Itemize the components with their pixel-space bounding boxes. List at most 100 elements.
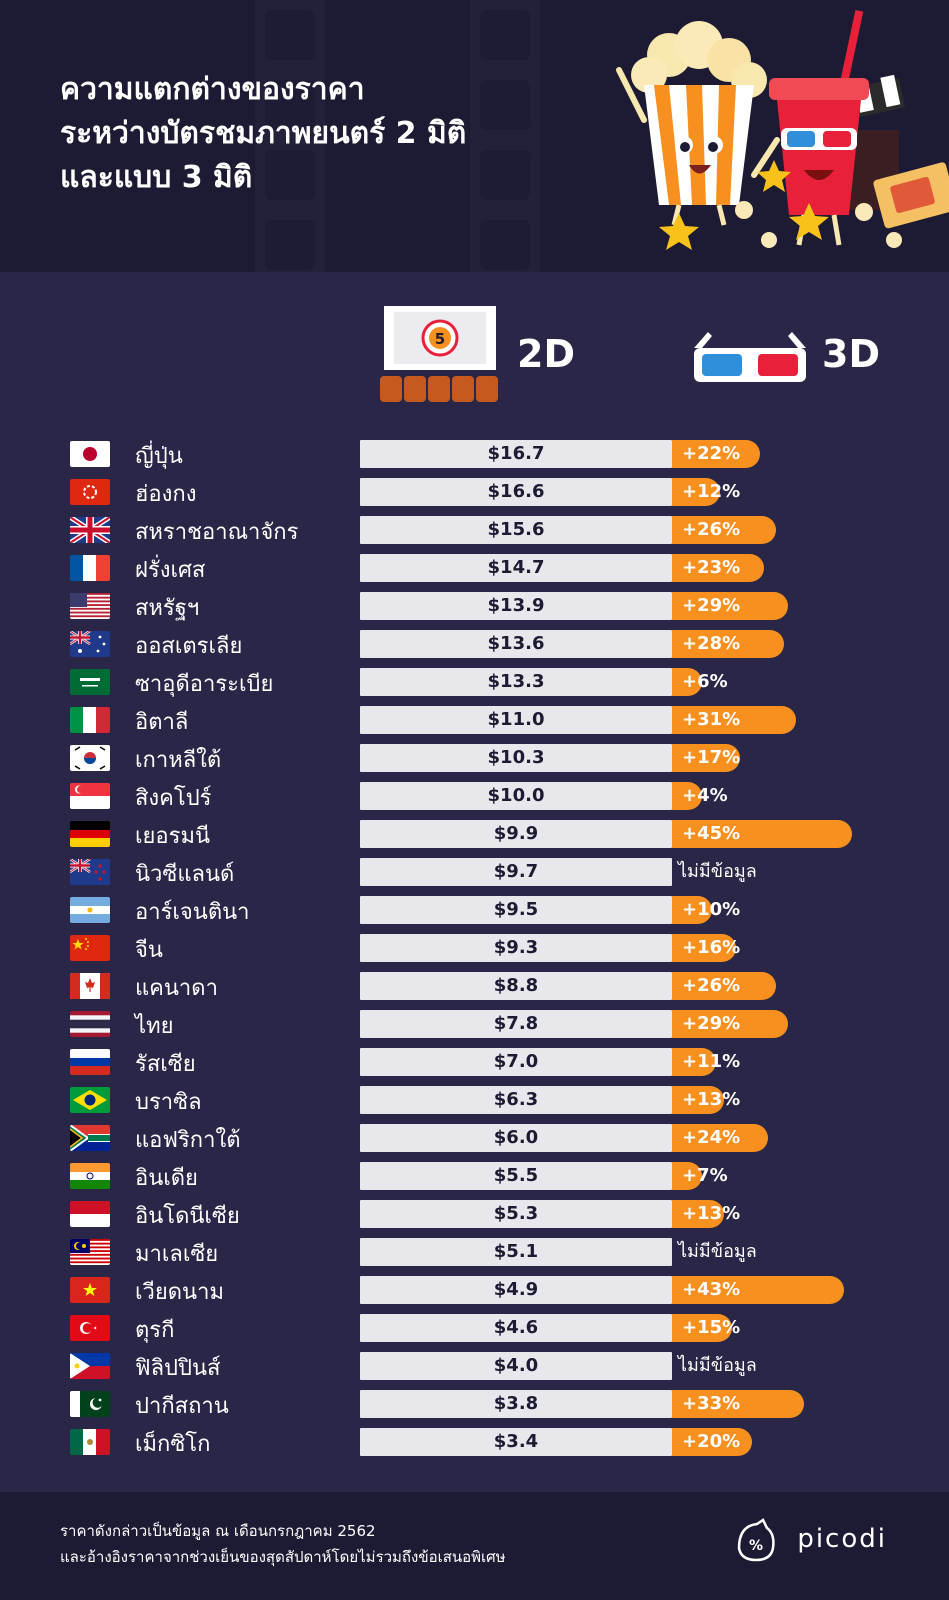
footer: ราคาดังกล่าวเป็นข้อมูล ณ เดือนกรกฎาคม 25… <box>0 1492 949 1600</box>
country-label: นิวซีแลนด์ <box>135 862 235 887</box>
bar-3d: +26% <box>672 972 776 1000</box>
flag-tr-icon <box>70 1315 110 1341</box>
chart-row: สหรัฐฯ $13.9 +29% <box>0 588 949 626</box>
bar-3d: +26% <box>672 516 776 544</box>
bar-2d: $10.3 <box>360 744 672 772</box>
bar-3d: +24% <box>672 1124 768 1152</box>
star-icon <box>789 203 829 240</box>
chart-row: บราซิล $6.3 +13% <box>0 1082 949 1120</box>
chart-row: ซาอุดีอาระเบีย $13.3 +6% <box>0 664 949 702</box>
bar-2d: $4.0 <box>360 1352 672 1380</box>
bar-2d: $5.1 <box>360 1238 672 1266</box>
chart-row: ไทย $7.8 +29% <box>0 1006 949 1044</box>
bar-2d: $7.0 <box>360 1048 672 1076</box>
country-label: มาเลเซีย <box>135 1242 219 1267</box>
flag-nz-icon <box>70 859 110 885</box>
flag-sa-icon <box>70 669 110 695</box>
bar-3d: +16% <box>672 934 740 962</box>
chart-row: อาร์เจนตินา $9.5 +10% <box>0 892 949 930</box>
country-label: บราซิล <box>135 1090 202 1115</box>
country-label: สหรัฐฯ <box>135 596 200 621</box>
flag-fr-icon <box>70 555 110 581</box>
title-line: ระหว่างบัตรชมภาพยนตร์ 2 มิติ <box>60 116 467 151</box>
flag-th-icon <box>70 1011 110 1037</box>
country-label: อินเดีย <box>135 1166 198 1191</box>
bar-3d: +29% <box>672 1010 788 1038</box>
bar-3d: +6% <box>672 668 728 696</box>
bar-3d: +28% <box>672 630 784 658</box>
flag-us-icon <box>70 593 110 619</box>
brand-name: picodi <box>797 1524 887 1554</box>
bar-2d: $3.8 <box>360 1390 672 1418</box>
flag-ar-icon <box>70 897 110 923</box>
chart-row: ฮ่องกง $16.6 +12% <box>0 474 949 512</box>
bar-2d: $5.3 <box>360 1200 672 1228</box>
header: ความแตกต่างของราคา ระหว่างบัตรชมภาพยนตร์… <box>0 0 949 272</box>
flag-hk-icon <box>70 479 110 505</box>
chart-row: แอฟริกาใต้ $6.0 +24% <box>0 1120 949 1158</box>
legend-label-2d: 2D <box>517 332 575 376</box>
flag-vn-icon <box>70 1277 110 1303</box>
country-label: ฟิลิปปินส์ <box>135 1356 221 1381</box>
flag-pk-icon <box>70 1391 110 1417</box>
country-label: เม็กซิโก <box>135 1432 211 1457</box>
bar-2d: $13.3 <box>360 668 672 696</box>
bar-2d: $14.7 <box>360 554 672 582</box>
country-label: ออสเตรเลีย <box>135 634 243 659</box>
bar-2d: $10.0 <box>360 782 672 810</box>
chart-row: ฟิลิปปินส์ $4.0 ไม่มีข้อมูล <box>0 1348 949 1386</box>
flag-in-icon <box>70 1163 110 1189</box>
bar-3d: +11% <box>672 1048 740 1076</box>
3d-glasses-icon <box>694 332 806 382</box>
flag-it-icon <box>70 707 110 733</box>
country-label: อิตาลี <box>135 710 189 735</box>
chart-row: สหราชอาณาจักร $15.6 +26% <box>0 512 949 550</box>
film-strip-decoration <box>255 0 325 272</box>
country-label: จีน <box>135 938 163 963</box>
country-label: สิงคโปร์ <box>135 786 212 811</box>
country-label: ญี่ปุ่น <box>135 444 183 469</box>
country-label: ฝรั่งเศส <box>135 558 206 583</box>
country-label: เยอรมนี <box>135 824 210 849</box>
chart-row: นิวซีแลนด์ $9.7 ไม่มีข้อมูล <box>0 854 949 892</box>
chart-row: ฝรั่งเศส $14.7 +23% <box>0 550 949 588</box>
bar-2d: $13.6 <box>360 630 672 658</box>
popcorn-mascot <box>616 21 767 226</box>
bar-3d: +17% <box>672 744 740 772</box>
bar-2d: $9.9 <box>360 820 672 848</box>
bar-3d: +22% <box>672 440 760 468</box>
chart-row: จีน $9.3 +16% <box>0 930 949 968</box>
country-label: ไทย <box>135 1014 174 1039</box>
bar-3d: +10% <box>672 896 740 924</box>
chart-row: เม็กซิโก $3.4 +20% <box>0 1424 949 1462</box>
footnote: ราคาดังกล่าวเป็นข้อมูล ณ เดือนกรกฎาคม 25… <box>60 1518 506 1570</box>
country-label: อินโดนีเซีย <box>135 1204 240 1229</box>
country-label: เกาหลีใต้ <box>135 748 222 773</box>
film-strip-decoration <box>470 0 540 272</box>
country-label: ฮ่องกง <box>135 482 197 507</box>
chart-row: เกาหลีใต้ $10.3 +17% <box>0 740 949 778</box>
country-label: เวียดนาม <box>135 1280 224 1305</box>
bar-3d: +29% <box>672 592 788 620</box>
bar-2d: $15.6 <box>360 516 672 544</box>
flag-gb-icon <box>70 517 110 543</box>
flag-mx-icon <box>70 1429 110 1455</box>
star-icon <box>659 213 699 250</box>
bar-2d: $9.5 <box>360 896 672 924</box>
flag-ru-icon <box>70 1049 110 1075</box>
picodi-logo-icon: % <box>737 1518 775 1562</box>
ticket-icon <box>873 162 949 229</box>
flag-cn-icon <box>70 935 110 961</box>
flag-jp-icon <box>70 441 110 467</box>
flag-kr-icon <box>70 745 110 771</box>
bar-3d: +12% <box>672 478 740 506</box>
bar-2d: $6.3 <box>360 1086 672 1114</box>
bar-2d: $9.7 <box>360 858 672 886</box>
svg-text:5: 5 <box>435 330 445 348</box>
bar-2d: $11.0 <box>360 706 672 734</box>
country-label: ตุรกี <box>135 1318 175 1343</box>
chart-row: แคนาดา $8.8 +26% <box>0 968 949 1006</box>
no-data-label: ไม่มีข้อมูล <box>678 861 757 882</box>
chart-row: ปากีสถาน $3.8 +33% <box>0 1386 949 1424</box>
bar-3d: +15% <box>672 1314 740 1342</box>
